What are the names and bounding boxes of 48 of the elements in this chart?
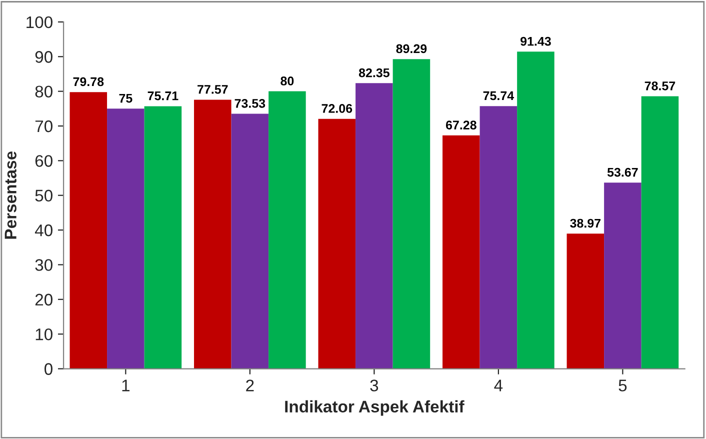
data-label: 89.29 (396, 44, 427, 54)
bar (480, 106, 518, 369)
y-tick-label: 20 (35, 294, 52, 306)
data-label: 75.74 (483, 91, 514, 100)
bar (231, 114, 269, 369)
bar (604, 182, 642, 369)
x-axis-title: Indikator Aspek Afektif (285, 400, 464, 416)
x-tick-label: 2 (246, 380, 254, 392)
data-label: 72.06 (322, 104, 352, 113)
bar (392, 59, 430, 369)
x-tick-label: 1 (122, 380, 130, 392)
data-label: 75 (119, 94, 132, 103)
bar (517, 52, 554, 369)
x-tick-label: 3 (370, 380, 378, 392)
y-tick-label: 70 (35, 120, 52, 132)
y-tick-label: 0 (44, 363, 52, 375)
data-label: 78.57 (644, 81, 676, 90)
data-label: 77.57 (198, 85, 228, 94)
data-label: 80 (280, 76, 294, 86)
x-tick-label: 4 (494, 380, 503, 392)
bar (641, 96, 679, 369)
data-label: 53.67 (607, 168, 638, 177)
bar (107, 108, 144, 369)
y-tick-label: 60 (35, 155, 52, 167)
y-tick-label: 40 (34, 224, 52, 236)
data-label: 79.78 (73, 77, 104, 86)
bar (318, 118, 356, 369)
data-label: 73.53 (234, 98, 266, 108)
y-tick-label: 80 (35, 86, 52, 98)
bar (356, 83, 393, 369)
y-tick-label: 30 (35, 259, 52, 271)
y-tick-label: 50 (35, 190, 52, 202)
y-tick-label: 10 (36, 328, 52, 340)
data-label: 82.35 (358, 68, 390, 78)
data-label: 75.71 (148, 92, 178, 100)
y-tick-label: 90 (35, 51, 52, 63)
bar (144, 106, 182, 369)
x-tick-label: 5 (618, 380, 627, 392)
bar (442, 135, 480, 369)
bar (194, 100, 232, 369)
data-label: 67.28 (446, 120, 476, 130)
y-tick-label: 100 (26, 16, 52, 28)
data-label: 91.43 (520, 36, 551, 46)
bar (566, 234, 604, 369)
y-axis-title: Persentase (4, 151, 16, 239)
data-label: 38.97 (570, 218, 601, 228)
bar (268, 91, 306, 369)
bar (70, 92, 108, 369)
